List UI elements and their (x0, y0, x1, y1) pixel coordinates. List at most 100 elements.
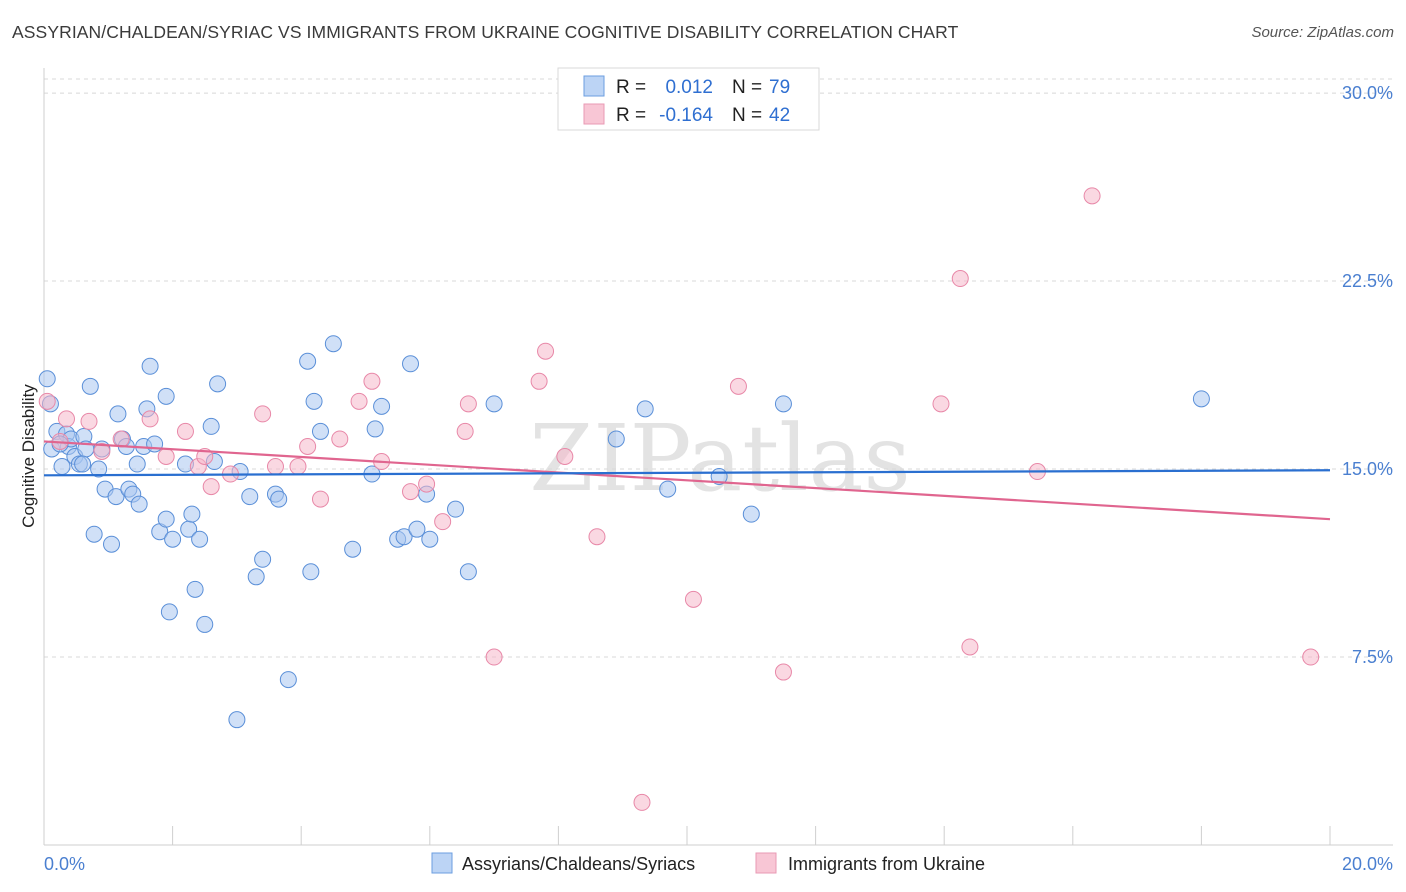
assyrians-point (324, 335, 342, 353)
assyrians-point (191, 530, 209, 548)
assyrians-point (164, 530, 182, 548)
assyrians-point (38, 370, 56, 388)
assyrians-point (742, 505, 760, 523)
ukraine-point (299, 437, 317, 455)
assyrians-point (81, 377, 99, 395)
ukraine-point (157, 448, 175, 465)
axes (43, 68, 1393, 846)
assyrians-point (228, 711, 246, 729)
assyrians-point (109, 405, 127, 423)
assyrians-point (103, 535, 121, 553)
bottom-legend-swatch-pink (755, 852, 777, 874)
ukraine-point (202, 478, 220, 496)
top-legend-r-value-1: 0.012 (665, 77, 713, 98)
ukraine-point (684, 590, 702, 608)
assyrians-point (107, 488, 125, 506)
source-label: Source: ZipAtlas.com (1251, 24, 1394, 41)
assyrians-point (254, 550, 272, 568)
assyrians-point (202, 417, 220, 435)
assyrians-point (209, 375, 227, 393)
ukraine-point (418, 475, 436, 493)
top-legend: R = 0.012 N = 79 R = -0.164 N = 42 (557, 67, 820, 131)
assyrians-point (408, 520, 426, 538)
ukraine-trend-line (43, 440, 1331, 521)
y-tick-label: 22.5% (1342, 271, 1393, 291)
top-legend-r-label-2: R = (616, 105, 646, 126)
assyrians-point (196, 615, 214, 633)
bottom-legend-label-ukraine: Immigrants from Ukraine (788, 854, 985, 874)
assyrians-point (421, 530, 439, 548)
ukraine-point (58, 410, 76, 428)
assyrians-point (130, 495, 148, 513)
ukraine-point (289, 458, 307, 476)
x-tick-label-start: 0.0% (44, 854, 85, 874)
assyrians-point (299, 352, 317, 370)
y-axis-label: Cognitive Disability (19, 384, 38, 528)
assyrians-point (459, 563, 477, 581)
assyrians-point (247, 568, 265, 586)
top-legend-n-value-2: 42 (769, 105, 790, 126)
assyrians-point (128, 455, 146, 473)
assyrians-point (241, 488, 259, 506)
ukraine-point (93, 442, 111, 460)
bottom-legend-swatch-blue (431, 852, 453, 874)
trend-lines (43, 440, 1331, 521)
ukraine-point (633, 793, 651, 811)
ukraine-point (331, 430, 349, 448)
assyrians-point (53, 458, 71, 476)
assyrians-trend-line (43, 469, 1331, 477)
ukraine-point (530, 372, 548, 390)
assyrians-point (447, 500, 465, 518)
x-tick-labels: 0.0% 20.0% (44, 854, 1393, 874)
ukraine-point (774, 663, 792, 681)
ukraine-point (961, 638, 979, 656)
assyrians-point (344, 540, 362, 558)
ukraine-point (951, 270, 969, 288)
assyrians-point (311, 422, 329, 440)
gridlines (44, 78, 1393, 658)
top-legend-n-label-2: N = (732, 105, 762, 126)
series-assyrians-points (38, 335, 1210, 729)
assyrians-point (607, 430, 625, 448)
assyrians-point (141, 357, 159, 375)
x-ticks (172, 826, 1331, 845)
top-legend-n-label-1: N = (732, 77, 762, 98)
assyrians-point (774, 395, 792, 413)
assyrians-point (90, 460, 108, 478)
assyrians-point (183, 505, 201, 523)
ukraine-point (350, 392, 368, 410)
y-tick-label: 7.5% (1352, 647, 1393, 667)
ukraine-point (112, 430, 130, 448)
ukraine-point (485, 648, 503, 666)
chart-title: ASSYRIAN/CHALDEAN/SYRIAC VS IMMIGRANTS F… (12, 22, 959, 42)
assyrians-point (85, 525, 103, 543)
y-tick-labels: 7.5% 15.0% 22.5% 30.0% (1342, 83, 1393, 667)
y-tick-label: 30.0% (1342, 83, 1393, 103)
ukraine-point (456, 422, 474, 440)
assyrians-point (373, 397, 391, 415)
ukraine-point (266, 458, 284, 476)
top-legend-swatch-blue (583, 75, 605, 97)
assyrians-point (1192, 390, 1210, 408)
watermark-text: ZIPatlas (529, 405, 910, 512)
ukraine-point (588, 528, 606, 546)
top-legend-swatch-pink (583, 103, 605, 125)
assyrians-point (395, 528, 413, 546)
bottom-legend-label-assyrians: Assyrians/Chaldeans/Syriacs (462, 854, 695, 874)
watermark: ZIPatlas (529, 405, 910, 512)
ukraine-point (729, 377, 747, 395)
ukraine-point (141, 410, 159, 428)
ukraine-point (176, 422, 194, 440)
assyrians-point (366, 420, 384, 438)
ukraine-point (434, 513, 452, 531)
assyrians-point (160, 603, 178, 621)
ukraine-point (363, 372, 381, 390)
ukraine-point (556, 448, 574, 465)
assyrians-point (186, 580, 204, 598)
bottom-legend: Assyrians/Chaldeans/Syriacs Immigrants f… (431, 852, 985, 874)
assyrians-point (302, 563, 320, 581)
assyrians-point (74, 455, 92, 473)
ukraine-point (402, 483, 420, 501)
assyrians-point (636, 400, 654, 418)
